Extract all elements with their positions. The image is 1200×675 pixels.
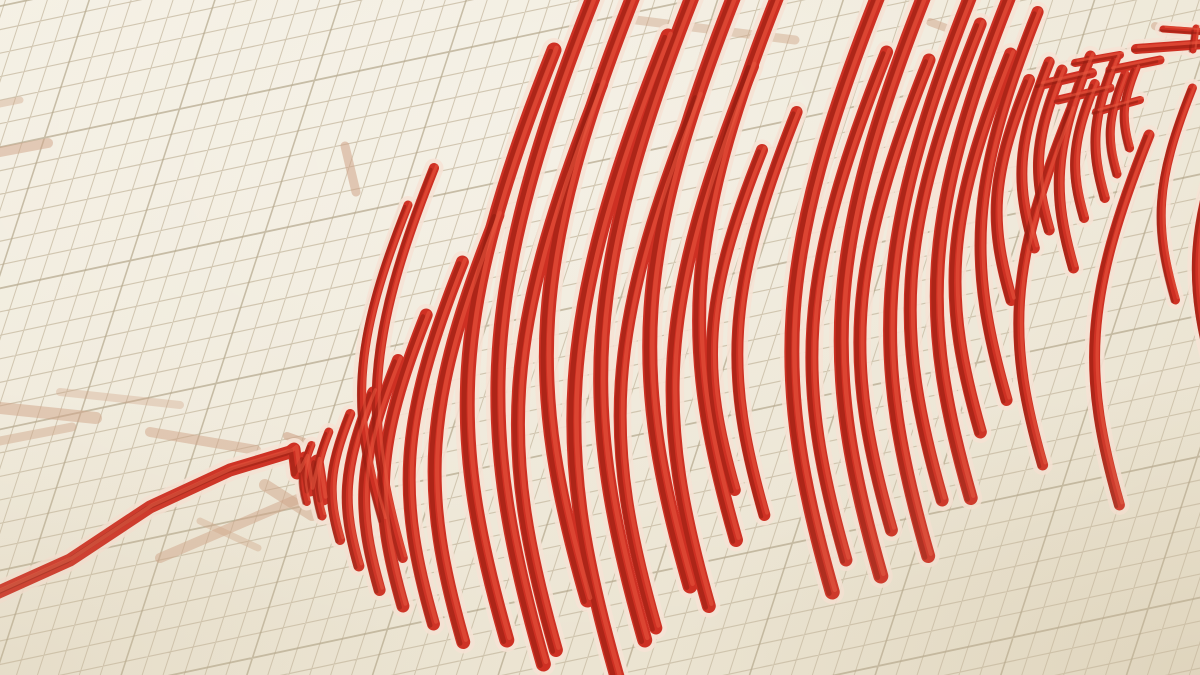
seismograph-canvas: [0, 0, 1200, 675]
seismograph-illustration: [0, 0, 1200, 675]
vignette-bottom-left: [0, 0, 1200, 675]
